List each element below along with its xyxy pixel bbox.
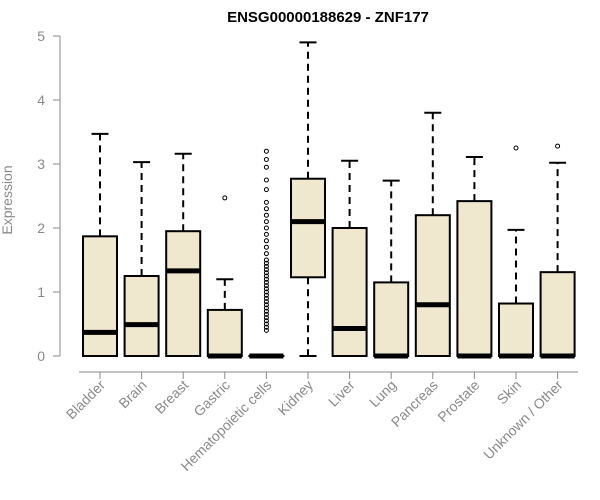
box-iqr — [414, 214, 451, 357]
chart-title: ENSG00000188629 - ZNF177 — [227, 9, 429, 26]
x-tick-label: Lung — [366, 377, 399, 410]
outlier-point — [263, 212, 269, 218]
y-axis-ticks: 0 1 2 3 4 5 — [37, 28, 60, 364]
y-axis-label: Expression — [0, 165, 15, 234]
outlier-point — [263, 279, 269, 285]
box-iqr — [206, 308, 243, 358]
box-prostate — [456, 155, 493, 359]
outlier-point — [263, 219, 269, 225]
outlier-point — [263, 199, 269, 205]
outlier-point — [263, 231, 269, 237]
outlier-point — [263, 267, 269, 273]
x-tick-label: Skin — [494, 377, 525, 408]
outlier-point — [263, 244, 269, 250]
outlier-point — [222, 195, 228, 201]
outlier-point — [263, 273, 269, 279]
outlier-point — [263, 315, 269, 321]
y-tick-label: 5 — [37, 28, 45, 44]
outlier-point — [263, 321, 269, 327]
outlier-point — [263, 305, 269, 311]
outlier-point — [263, 257, 269, 263]
x-tick-label: Prostate — [434, 377, 482, 425]
box-breast — [165, 152, 202, 357]
outlier-point — [263, 311, 269, 317]
box-liver — [331, 159, 368, 357]
outlier-point — [263, 206, 269, 212]
box-iqr — [456, 200, 493, 357]
box-brain — [123, 161, 160, 357]
outlier-point — [263, 263, 269, 269]
x-tick-label: Liver — [325, 377, 358, 410]
box-pancreas — [414, 111, 451, 357]
outlier-point — [263, 251, 269, 257]
outlier-point — [263, 308, 269, 314]
outlier-point — [263, 292, 269, 298]
x-tick-label: Kidney — [275, 377, 317, 419]
outlier-point — [513, 145, 519, 151]
box-kidney — [290, 41, 326, 357]
outlier-point — [263, 148, 269, 154]
box-iqr — [123, 275, 160, 357]
x-tick-label: Unknown / Other — [480, 377, 566, 463]
x-tick-label: Breast — [151, 377, 191, 417]
box-iqr — [290, 177, 326, 279]
outlier-point — [263, 225, 269, 231]
box-iqr — [539, 271, 576, 357]
y-tick-label: 0 — [37, 348, 45, 364]
outlier-point — [263, 177, 269, 183]
outlier-point — [263, 289, 269, 295]
y-tick-label: 2 — [37, 220, 45, 236]
y-tick-label: 3 — [37, 156, 45, 172]
outlier-point — [263, 164, 269, 170]
outlier-point — [263, 286, 269, 292]
outlier-point — [263, 260, 269, 266]
box-iqr — [82, 235, 118, 358]
outlier-point — [263, 157, 269, 163]
outlier-point — [263, 270, 269, 276]
x-tick-label: Bladder — [63, 377, 109, 423]
outlier-point — [263, 276, 269, 282]
box-iqr — [373, 281, 410, 357]
outlier-point — [263, 327, 269, 333]
box-skin — [498, 145, 534, 359]
outlier-point — [263, 302, 269, 308]
boxes-group — [82, 41, 576, 359]
x-tick-label: Brain — [115, 377, 149, 411]
box-lung — [373, 179, 410, 359]
box-gastric — [206, 195, 243, 359]
y-tick-label: 1 — [37, 284, 45, 300]
outlier-point — [555, 143, 561, 149]
box-iqr — [498, 302, 534, 357]
y-tick-label: 4 — [37, 92, 45, 108]
outlier-point — [263, 299, 269, 305]
outlier-point — [263, 324, 269, 330]
outlier-point — [263, 238, 269, 244]
box-unknown-other — [539, 143, 576, 359]
box-bladder — [82, 132, 118, 358]
box-iqr — [331, 227, 368, 357]
box-iqr — [165, 230, 202, 357]
outlier-point — [263, 283, 269, 289]
outlier-point — [263, 187, 269, 193]
outlier-point — [263, 295, 269, 301]
outlier-point — [263, 318, 269, 324]
box-hematopoietic-cells — [248, 148, 285, 359]
